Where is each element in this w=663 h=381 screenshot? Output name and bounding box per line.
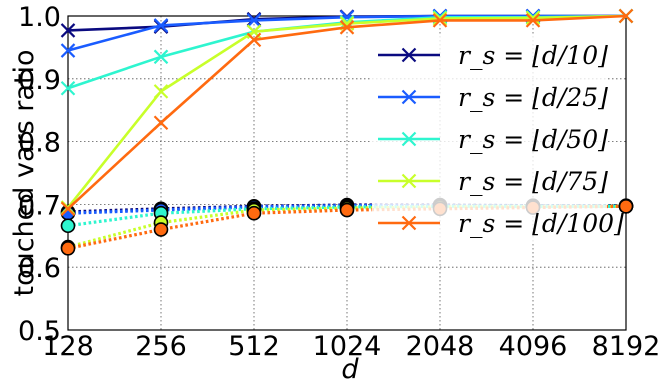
x-tick-label: 2048 bbox=[406, 331, 475, 362]
data-point bbox=[60, 43, 76, 58]
legend-label: r_s = ⌊d/75⌋ bbox=[458, 167, 608, 196]
y-tick-label: 0.9 bbox=[18, 65, 61, 96]
x-tick-label: 1024 bbox=[313, 331, 382, 362]
legend-item: r_s = ⌊d/10⌋ bbox=[378, 41, 608, 70]
data-point bbox=[153, 84, 169, 99]
x-axis-label: d bbox=[341, 354, 359, 381]
legend-item: r_s = ⌊d/50⌋ bbox=[378, 125, 608, 154]
data-point bbox=[618, 198, 634, 214]
data-point bbox=[339, 202, 355, 218]
data-point bbox=[153, 222, 169, 237]
data-point bbox=[60, 218, 76, 234]
data-point bbox=[339, 20, 355, 35]
legend-label: r_s = ⌊d/50⌋ bbox=[458, 125, 608, 154]
legend-item: r_s = ⌊d/100⌋ bbox=[378, 209, 624, 238]
x-tick-label: 4096 bbox=[499, 331, 568, 362]
data-point bbox=[246, 32, 262, 48]
data-point bbox=[246, 205, 262, 221]
y-tick-label: 0.8 bbox=[18, 128, 61, 159]
tick-labels: 128 256 512 1024 2048 4096 8192 0.5 0.6 0.7 0.8 0.9… bbox=[18, 2, 660, 362]
data-point bbox=[153, 49, 169, 65]
legend-marker bbox=[401, 131, 417, 147]
data-point bbox=[246, 13, 262, 28]
legend-label: r_s = ⌊d/10⌋ bbox=[458, 41, 608, 70]
y-tick-label: 0.7 bbox=[18, 190, 61, 221]
data-point bbox=[153, 18, 169, 33]
data-point bbox=[60, 80, 76, 96]
data-point bbox=[618, 8, 634, 24]
data-point bbox=[60, 241, 76, 256]
data-point bbox=[525, 13, 541, 28]
data-point bbox=[60, 201, 76, 217]
legend-marker bbox=[401, 89, 417, 105]
data-point bbox=[432, 13, 448, 28]
legend-marker bbox=[401, 47, 417, 63]
y-tick-label: 0.6 bbox=[18, 253, 61, 284]
legend-label: r_s = ⌊d/100⌋ bbox=[458, 209, 624, 238]
y-tick-label: 1.0 bbox=[18, 2, 61, 33]
x-tick-label: 8192 bbox=[592, 331, 661, 362]
data-point bbox=[432, 11, 448, 26]
data-point bbox=[153, 115, 169, 131]
x-tick-label: 128 bbox=[42, 331, 94, 362]
legend-marker bbox=[401, 215, 417, 231]
series-4 bbox=[60, 8, 634, 217]
legend-item: r_s = ⌊d/75⌋ bbox=[378, 167, 608, 196]
y-axis-label: touched vars ratio bbox=[9, 49, 40, 296]
legend-item: r_s = ⌊d/25⌋ bbox=[378, 83, 608, 112]
legend-marker bbox=[401, 173, 417, 189]
x-tick-label: 512 bbox=[228, 331, 280, 362]
data-point bbox=[60, 23, 76, 38]
data-point bbox=[525, 10, 541, 26]
legend-label: r_s = ⌊d/25⌋ bbox=[458, 83, 608, 112]
legend: r_s = ⌊d/10⌋ r_s = ⌊d/25⌋ r_s = ⌊d/50⌋ r_s … bbox=[372, 35, 624, 243]
y-tick-label: 0.5 bbox=[18, 316, 61, 347]
x-tick-label: 256 bbox=[135, 331, 187, 362]
